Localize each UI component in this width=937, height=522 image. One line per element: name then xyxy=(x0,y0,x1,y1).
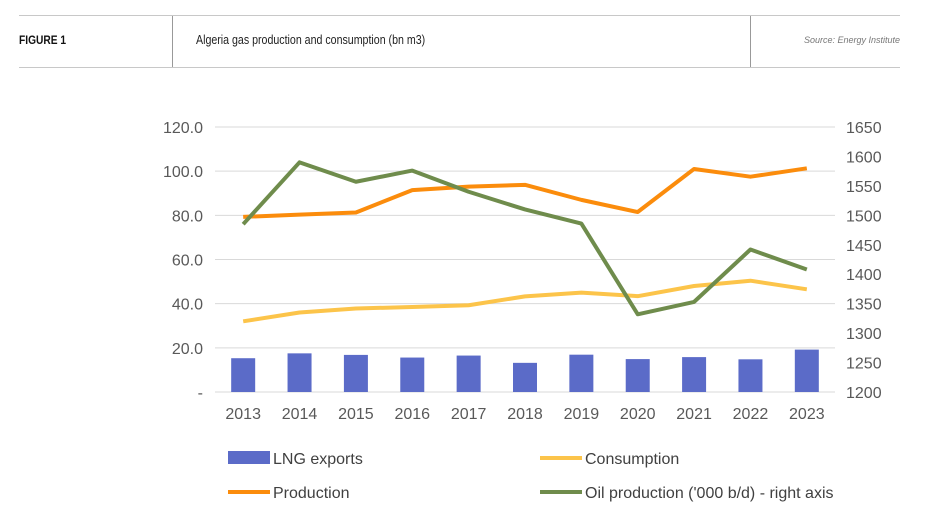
y-right-tick-label: 1600 xyxy=(846,149,882,166)
legend-label: Oil production ('000 b/d) - right axis xyxy=(585,485,834,502)
figure-label: FIGURE 1 xyxy=(19,33,67,47)
x-tick-label: 2013 xyxy=(225,406,261,423)
legend-label: Production xyxy=(273,485,350,502)
y-right-tick-label: 1450 xyxy=(846,238,882,255)
y-left-tick-label: 40.0 xyxy=(172,297,203,314)
y-left-tick-label: 60.0 xyxy=(172,253,203,270)
x-tick-label: 2017 xyxy=(451,406,487,423)
bar-lng-exports xyxy=(231,358,256,392)
bar-lng-exports xyxy=(400,357,425,392)
y-left-tick-label: 120.0 xyxy=(163,120,203,137)
y-right-tick-label: 1300 xyxy=(846,326,882,343)
y-right-tick-label: 1550 xyxy=(846,179,882,196)
y-left-tick-label: 100.0 xyxy=(163,164,203,181)
bar-lng-exports xyxy=(569,354,594,392)
x-tick-label: 2023 xyxy=(789,406,825,423)
chart-title: Algeria gas production and consumption (… xyxy=(196,33,426,47)
bar-lng-exports xyxy=(682,357,707,392)
bar-lng-exports xyxy=(738,359,763,392)
x-tick-label: 2021 xyxy=(676,406,712,423)
x-tick-label: 2016 xyxy=(394,406,430,423)
bar-lng-exports xyxy=(456,355,481,392)
bar-lng-exports xyxy=(343,354,368,392)
x-tick-label: 2014 xyxy=(282,406,318,423)
divider xyxy=(172,16,173,67)
figure-header: FIGURE 1 Algeria gas production and cons… xyxy=(19,15,900,68)
y-right-tick-label: 1350 xyxy=(846,297,882,314)
x-tick-label: 2019 xyxy=(564,406,600,423)
legend-label: LNG exports xyxy=(273,451,363,468)
y-right-tick-label: 1650 xyxy=(846,120,882,137)
bar-lng-exports xyxy=(287,353,312,392)
bar-lng-exports xyxy=(794,349,819,392)
y-left-tick-label: 20.0 xyxy=(172,341,203,358)
y-left-tick-label: 80.0 xyxy=(172,208,203,225)
y-left-tick-label: - xyxy=(198,385,203,402)
y-right-tick-label: 1500 xyxy=(846,208,882,225)
x-tick-label: 2018 xyxy=(507,406,543,423)
line-oil xyxy=(241,160,808,317)
source-note: Source: Energy Institute xyxy=(803,35,900,45)
line-consumption xyxy=(242,278,808,324)
legend-swatch xyxy=(228,451,270,464)
y-right-tick-label: 1400 xyxy=(846,267,882,284)
y-right-tick-label: 1250 xyxy=(846,356,882,373)
y-right-tick-label: 1200 xyxy=(846,385,882,402)
x-tick-label: 2015 xyxy=(338,406,374,423)
bar-lng-exports xyxy=(513,362,537,392)
line-production xyxy=(243,166,808,219)
divider xyxy=(750,16,751,67)
legend-label: Consumption xyxy=(585,451,679,468)
bar-lng-exports xyxy=(625,359,650,392)
x-tick-label: 2020 xyxy=(620,406,656,423)
x-tick-label: 2022 xyxy=(733,406,769,423)
